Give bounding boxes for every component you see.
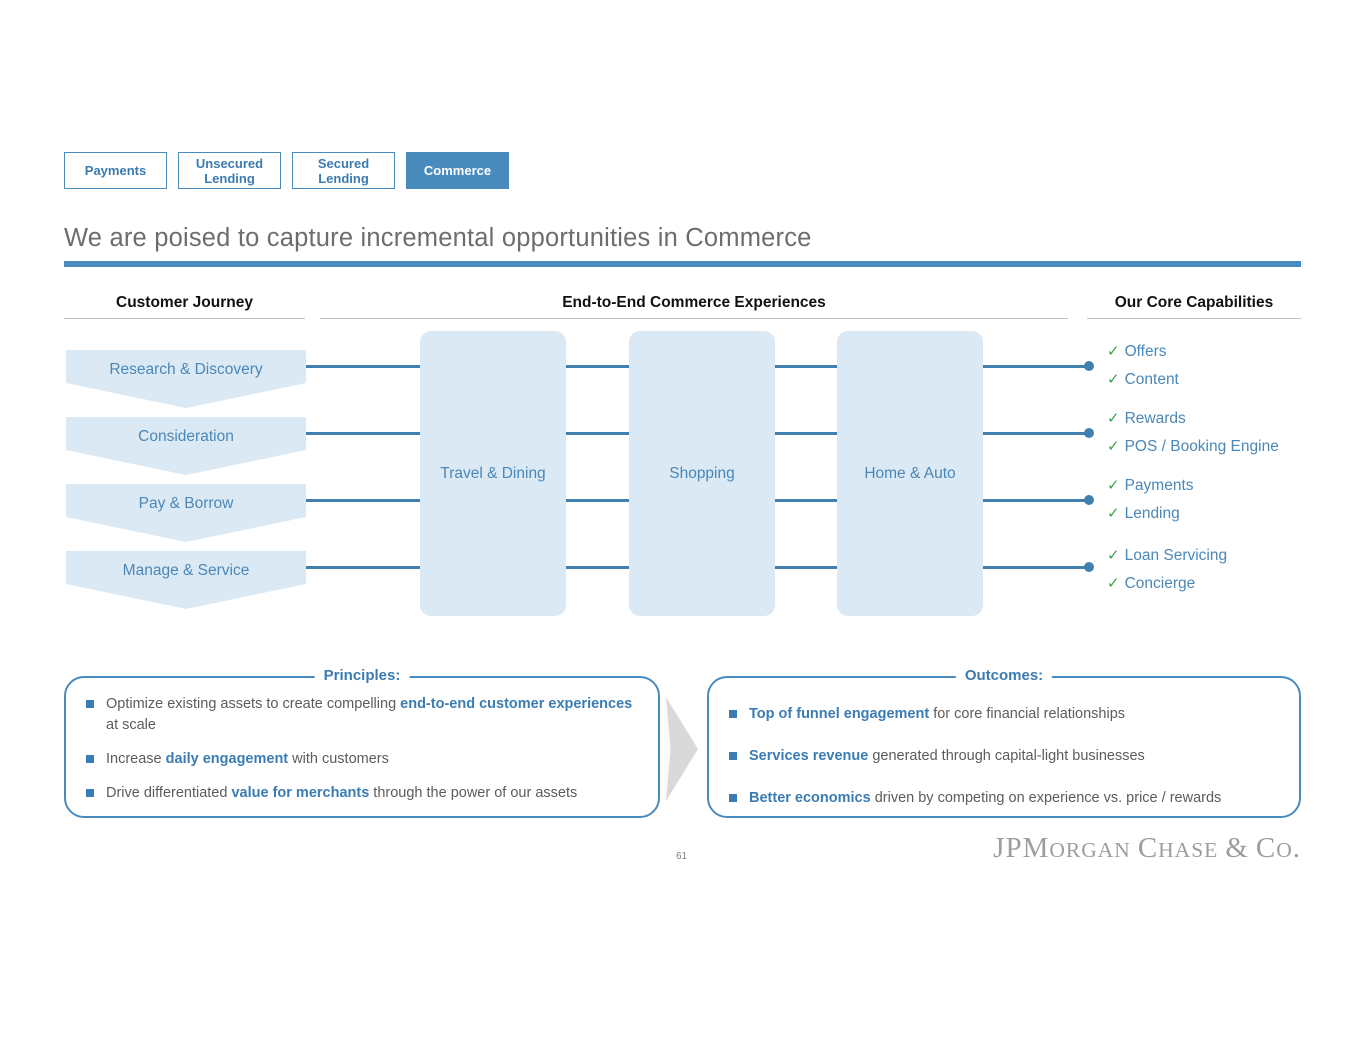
capability-item: ✓ Offers xyxy=(1107,338,1307,366)
connector-dot xyxy=(1084,495,1094,505)
outcomes-box-label: Outcomes: xyxy=(955,667,1053,684)
check-icon: ✓ xyxy=(1107,343,1120,360)
outcomes-box: Outcomes: Top of funnel engagement for c… xyxy=(707,667,1301,818)
connector-dot xyxy=(1084,428,1094,438)
tab-secured-lending[interactable]: Secured Lending xyxy=(292,152,395,189)
experience-box-shopping: Shopping xyxy=(629,331,775,616)
capability-label: Loan Servicing xyxy=(1124,547,1228,564)
bullet-square-icon xyxy=(86,755,94,763)
logo-text: . xyxy=(1292,832,1301,864)
capability-group-2: ✓ Rewards ✓ POS / Booking Engine xyxy=(1107,405,1307,461)
segment-tabs: Payments Unsecured Lending Secured Lendi… xyxy=(64,152,509,189)
check-icon: ✓ xyxy=(1107,477,1120,494)
capability-group-4: ✓ Loan Servicing ✓ Concierge xyxy=(1107,542,1307,598)
experience-box-travel-dining: Travel & Dining xyxy=(420,331,566,616)
capability-label: Offers xyxy=(1124,343,1167,360)
logo-text: ORGAN xyxy=(1049,838,1131,862)
check-icon: ✓ xyxy=(1107,371,1120,388)
capability-item: ✓ Payments xyxy=(1107,472,1307,500)
section-header-customer-journey: Customer Journey xyxy=(64,294,305,319)
bullet-square-icon xyxy=(729,710,737,718)
principles-bullet-1: Optimize existing assets to create compe… xyxy=(86,694,642,736)
connector-dot xyxy=(1084,562,1094,572)
bullet-text: Increase xyxy=(106,751,166,767)
bullet-square-icon xyxy=(729,794,737,802)
tab-commerce[interactable]: Commerce xyxy=(406,152,509,189)
capability-item: ✓ POS / Booking Engine xyxy=(1107,433,1307,461)
logo-text: & xyxy=(1225,832,1249,864)
bullet-text: with customers xyxy=(288,751,389,767)
bullet-text-bold: Top of funnel engagement xyxy=(749,706,930,722)
page-title: We are poised to capture incremental opp… xyxy=(64,224,812,252)
capability-item: ✓ Rewards xyxy=(1107,405,1307,433)
logo-text: C xyxy=(1137,832,1159,864)
check-icon: ✓ xyxy=(1107,547,1120,564)
journey-stage-pay-borrow: Pay & Borrow xyxy=(66,484,306,542)
bullet-text-bold: daily engagement xyxy=(165,751,289,767)
principles-bullets: Optimize existing assets to create compe… xyxy=(66,678,658,804)
outcomes-bullet-1: Top of funnel engagement for core financ… xyxy=(729,704,1283,725)
bullet-square-icon xyxy=(86,789,94,797)
bullet-text: Optimize existing assets to create compe… xyxy=(106,696,401,712)
capability-label: Rewards xyxy=(1124,410,1186,427)
principles-box: Principles: Optimize existing assets to … xyxy=(64,667,660,818)
jpmorgan-chase-logo: JPMORGAN CHASE & CO. xyxy=(993,832,1301,865)
bullet-text-bold: end-to-end customer experiences xyxy=(400,696,633,712)
commerce-diagram: Research & Discovery Consideration Pay &… xyxy=(64,331,1301,616)
logo-text: C xyxy=(1255,832,1277,864)
page-number: 61 xyxy=(676,851,688,862)
tab-payments[interactable]: Payments xyxy=(64,152,167,189)
principles-bullet-3: Drive differentiated value for merchants… xyxy=(86,783,642,804)
right-arrow-icon xyxy=(666,697,698,801)
bullet-text-bold: Services revenue xyxy=(749,748,869,764)
capability-item: ✓ Lending xyxy=(1107,500,1307,528)
journey-stage-label: Pay & Borrow xyxy=(138,495,234,512)
principles-box-label: Principles: xyxy=(314,667,410,684)
journey-stage-label: Manage & Service xyxy=(122,562,250,579)
capability-item: ✓ Loan Servicing xyxy=(1107,542,1307,570)
capability-group-3: ✓ Payments ✓ Lending xyxy=(1107,472,1307,528)
connector-dot xyxy=(1084,361,1094,371)
journey-stage-manage-service: Manage & Service xyxy=(66,551,306,609)
journey-stage-consideration: Consideration xyxy=(66,417,306,475)
capability-group-1: ✓ Offers ✓ Content xyxy=(1107,338,1307,394)
principles-bullet-2: Increase daily engagement with customers xyxy=(86,749,642,770)
bullet-text-bold: Better economics xyxy=(749,790,871,806)
capability-label: Lending xyxy=(1124,505,1180,522)
section-header-commerce-experiences: End-to-End Commerce Experiences xyxy=(320,294,1068,319)
outcomes-bullet-3: Better economics driven by competing on … xyxy=(729,788,1283,809)
logo-text: O xyxy=(1276,838,1293,862)
journey-stage-research-discovery: Research & Discovery xyxy=(66,350,306,408)
capability-item: ✓ Concierge xyxy=(1107,570,1307,598)
section-header-core-capabilities: Our Core Capabilities xyxy=(1087,294,1301,319)
logo-text: HASE xyxy=(1158,838,1219,862)
tab-unsecured-lending[interactable]: Unsecured Lending xyxy=(178,152,281,189)
bullet-text-bold: value for merchants xyxy=(231,785,370,801)
check-icon: ✓ xyxy=(1107,505,1120,522)
bullet-text: through the power of our assets xyxy=(369,785,578,801)
check-icon: ✓ xyxy=(1107,410,1120,427)
capability-label: Content xyxy=(1124,371,1179,388)
journey-stage-label: Research & Discovery xyxy=(109,361,263,378)
check-icon: ✓ xyxy=(1107,575,1120,592)
capability-item: ✓ Content xyxy=(1107,366,1307,394)
journey-stage-label: Consideration xyxy=(138,428,234,445)
outcomes-bullets: Top of funnel engagement for core financ… xyxy=(709,678,1299,809)
capability-label: POS / Booking Engine xyxy=(1124,438,1279,455)
logo-text: JPM xyxy=(993,832,1050,864)
check-icon: ✓ xyxy=(1107,438,1120,455)
bullet-text: at scale xyxy=(106,717,156,733)
bullet-square-icon xyxy=(729,752,737,760)
bullet-text: driven by competing on experience vs. pr… xyxy=(870,790,1222,806)
capability-label: Payments xyxy=(1124,477,1194,494)
bullet-text: for core financial relationships xyxy=(929,706,1126,722)
experience-box-home-auto: Home & Auto xyxy=(837,331,983,616)
bullet-text: Drive differentiated xyxy=(106,785,232,801)
bullet-square-icon xyxy=(86,700,94,708)
bullet-text: generated through capital-light business… xyxy=(868,748,1145,764)
title-underline xyxy=(64,261,1301,267)
capability-label: Concierge xyxy=(1124,575,1196,592)
outcomes-bullet-2: Services revenue generated through capit… xyxy=(729,746,1283,767)
